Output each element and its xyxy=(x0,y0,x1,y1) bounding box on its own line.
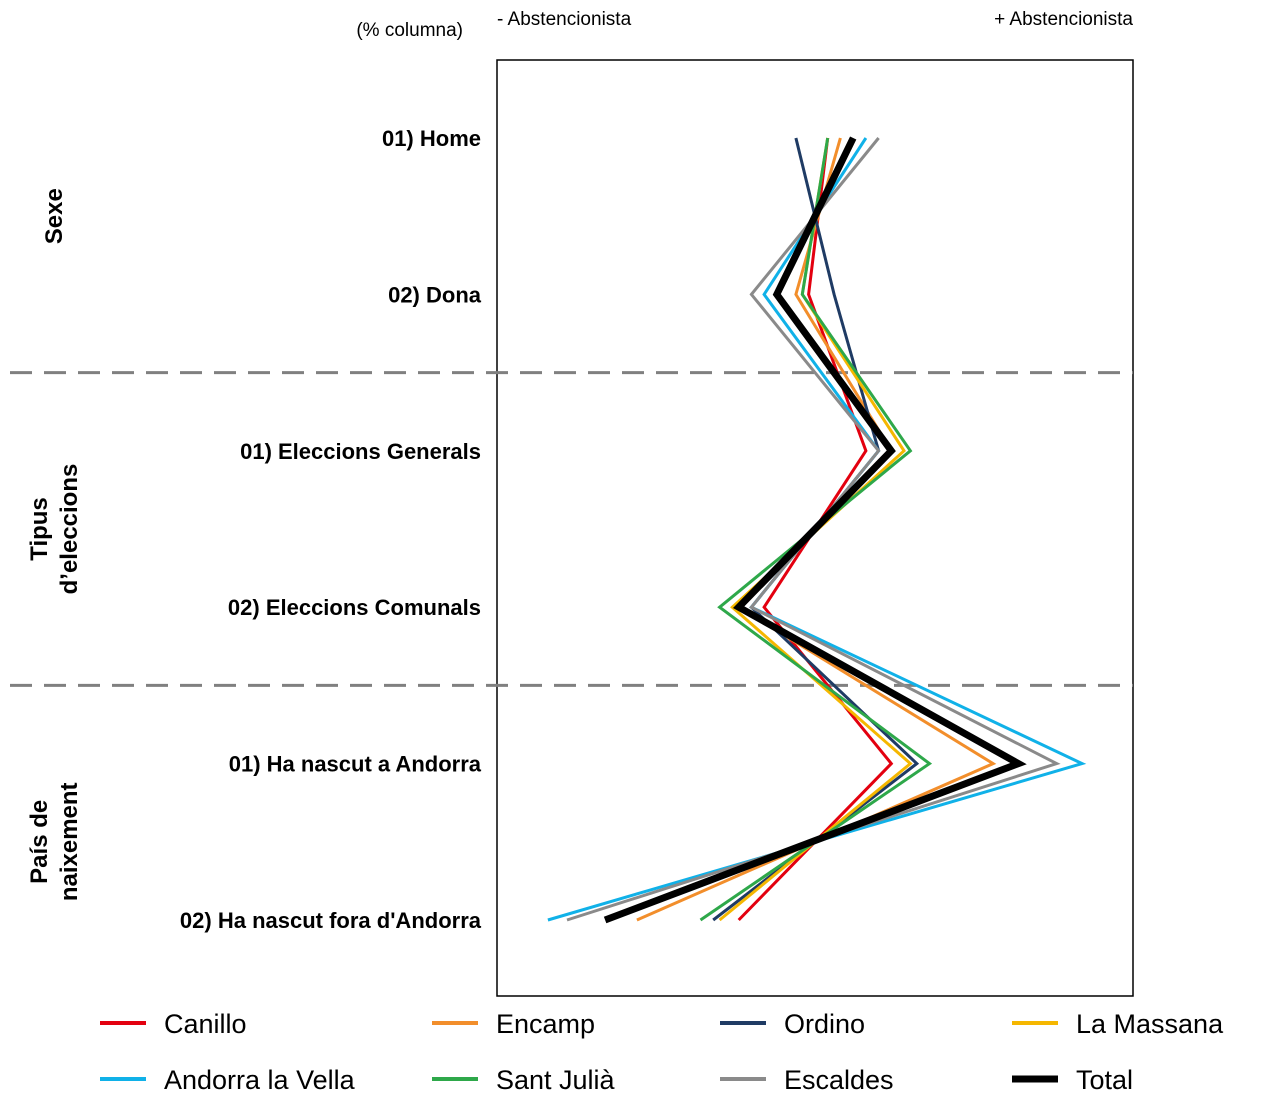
series-line xyxy=(603,136,1027,924)
legend-label: Sant Julià xyxy=(496,1065,616,1094)
plot-frame xyxy=(496,59,1134,997)
legend-label: La Massana xyxy=(1076,1009,1224,1039)
legend-label: Canillo xyxy=(164,1009,247,1039)
column-note: (% columna) xyxy=(356,20,463,41)
legend-label: Andorra la Vella xyxy=(164,1065,356,1094)
legend: Canillo Encamp Ordino La Massana Andorra la … xyxy=(100,1009,1224,1094)
group-label: Sexe xyxy=(41,188,68,244)
group-separators xyxy=(10,371,1133,687)
category-label: 01) Home xyxy=(382,126,481,151)
legend-label: Total xyxy=(1076,1065,1133,1094)
group-label: naixement xyxy=(56,782,83,901)
x-axis-left-label: - Abstencionista xyxy=(497,9,632,30)
series-lines xyxy=(547,136,1087,924)
group-labels: Sexe Tipus d’eleccions País de naixement xyxy=(26,188,83,901)
group-label: País de xyxy=(26,800,53,884)
category-label: 02) Dona xyxy=(388,282,482,307)
legend-label: Encamp xyxy=(496,1009,595,1039)
legend-label: Ordino xyxy=(784,1009,865,1039)
legend-label: Escaldes xyxy=(784,1065,894,1094)
group-label: d’eleccions xyxy=(56,464,83,595)
category-labels: 01) Home 02) Dona 01) Eleccions Generals 02… xyxy=(180,126,482,933)
category-label: 01) Ha nascut a Andorra xyxy=(229,752,482,777)
x-axis-right-label: + Abstencionista xyxy=(994,9,1133,30)
group-label: Tipus xyxy=(26,497,53,561)
category-label: 01) Eleccions Generals xyxy=(240,439,481,464)
category-label: 02) Eleccions Comunals xyxy=(228,595,481,620)
category-label: 02) Ha nascut fora d'Andorra xyxy=(180,908,482,933)
